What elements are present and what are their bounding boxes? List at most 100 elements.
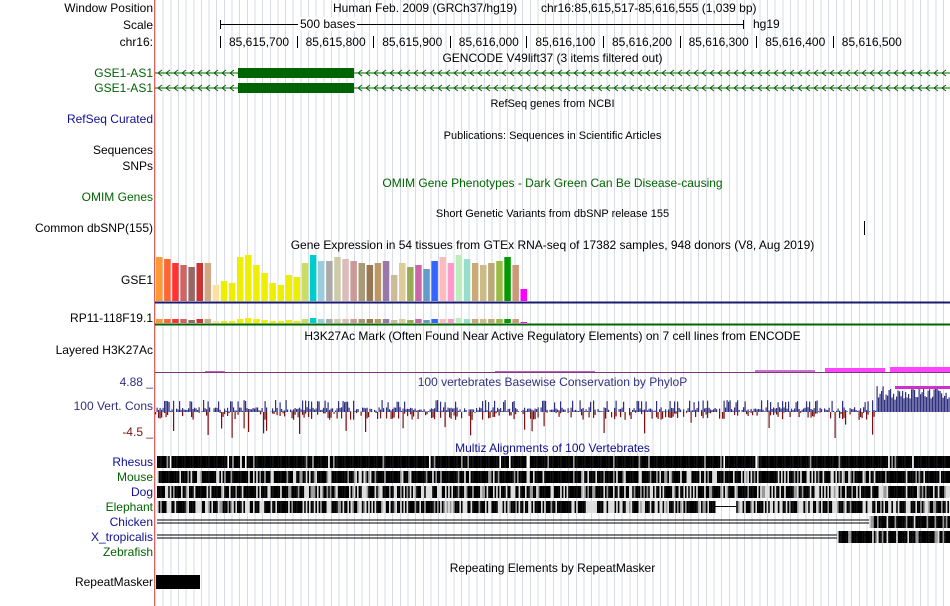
gtex-tissue-bar[interactable] (277, 285, 285, 301)
gtex-gene-label[interactable]: GSE1 (120, 273, 153, 287)
gtex-tissue-bar[interactable] (374, 263, 382, 301)
multiz-species-label[interactable]: Rhesus (112, 455, 153, 469)
gtex-tissue-bar[interactable] (204, 263, 212, 301)
gtex-tissue-bar[interactable] (439, 257, 447, 301)
gtex-tissue-bar[interactable] (245, 255, 252, 301)
publications-sequences-label[interactable]: Sequences (92, 143, 153, 157)
gtex-tissue-bar[interactable] (212, 285, 220, 301)
gtex-tissue-bar[interactable] (261, 273, 268, 301)
dbsnp-variant-mark[interactable] (864, 221, 865, 235)
gtex-tissue-bar[interactable] (334, 257, 341, 301)
gtex-tissue-bar[interactable] (293, 277, 301, 301)
gtex-tissue-bar[interactable] (228, 321, 236, 323)
gtex-tissue-bar[interactable] (285, 320, 293, 323)
multiz-species-row[interactable] (157, 501, 950, 513)
repeatmasker-label[interactable]: RepeatMasker (74, 575, 153, 589)
gtex-tissue-bar[interactable] (431, 319, 438, 323)
multiz-species-label[interactable]: X_tropicalis (90, 530, 153, 544)
gtex-tissue-bar[interactable] (512, 319, 519, 323)
conservation-label[interactable]: 100 Vert. Cons (73, 399, 153, 413)
gtex-tissue-bar[interactable] (488, 319, 495, 323)
gtex-tissue-bar[interactable] (390, 320, 398, 323)
gtex-tissue-bar[interactable] (471, 263, 479, 301)
gtex-tissue-bar[interactable] (212, 321, 220, 323)
gtex-tissue-bar[interactable] (326, 261, 333, 301)
gtex-tissue-bar[interactable] (463, 319, 471, 323)
multiz-species-row[interactable] (157, 531, 950, 543)
gtex-tissue-bar[interactable] (253, 265, 260, 301)
gtex-tissue-bar[interactable] (172, 319, 179, 323)
gtex-tissue-bar[interactable] (309, 318, 317, 323)
gtex-title[interactable]: Gene Expression in 54 tissues from GTEx … (290, 238, 815, 252)
gtex-tissue-bar[interactable] (220, 281, 228, 301)
gtex-tissue-bar[interactable] (496, 261, 503, 301)
multiz-species-label[interactable]: Mouse (116, 470, 153, 484)
gtex-tissue-bar[interactable] (196, 263, 204, 301)
gtex-tissue-bar[interactable] (180, 265, 187, 301)
gtex-tissue-bar[interactable] (407, 267, 414, 301)
gtex-tissue-bar[interactable] (293, 321, 301, 323)
gtex-tissue-bar[interactable] (318, 261, 325, 301)
gtex-expression-bars[interactable] (155, 252, 950, 328)
position-text[interactable]: chr16:85,615,517-85,616,555 (1,039 bp) (541, 1, 757, 15)
gtex-tissue-bar[interactable] (455, 318, 463, 323)
gtex-tissue-bar[interactable] (277, 321, 285, 323)
h3k27ac-title[interactable]: H3K27Ac Mark (Often Found Near Active Re… (304, 329, 801, 343)
gtex-tissue-bar[interactable] (164, 259, 171, 301)
dbsnp-label[interactable]: Common dbSNP(155) (34, 221, 153, 235)
gtex-tissue-bar[interactable] (350, 261, 357, 301)
multiz-species-label[interactable]: Zebrafish (102, 545, 153, 559)
gtex-tissue-bar[interactable] (366, 265, 374, 301)
multiz-species-label[interactable]: Elephant (105, 500, 153, 514)
gtex-tissue-bar[interactable] (358, 319, 366, 323)
gencode-item-label[interactable]: GSE1-AS1 (94, 81, 153, 95)
gtex-tissue-bar[interactable] (237, 257, 244, 301)
gtex-tissue-bar[interactable] (496, 319, 503, 323)
gencode-gene-models[interactable] (155, 64, 950, 96)
conservation-wiggle[interactable] (155, 386, 950, 442)
gtex-tissue-bar[interactable] (447, 319, 455, 323)
gtex-tissue-bar[interactable] (309, 255, 317, 301)
conservation-title[interactable]: 100 vertebrates Basewise Conservation by… (417, 375, 688, 389)
gtex-tissue-bar[interactable] (358, 263, 366, 301)
gtex-tissue-bar[interactable] (512, 265, 519, 301)
multiz-species-label[interactable]: Dog (130, 485, 153, 499)
gtex-tissue-bar[interactable] (342, 319, 349, 323)
repeat-element[interactable] (156, 575, 200, 589)
gtex-tissue-bar[interactable] (399, 319, 406, 323)
gtex-tissue-bar[interactable] (382, 319, 390, 323)
gtex-tissue-bar[interactable] (415, 319, 422, 323)
multiz-species-row[interactable] (157, 516, 950, 528)
h3k27ac-signal[interactable] (155, 362, 950, 376)
publications-snps-label[interactable]: SNPs (122, 159, 153, 173)
gtex-tissue-bar[interactable] (504, 319, 511, 323)
gtex-tissue-bar[interactable] (334, 319, 341, 323)
gtex-tissue-bar[interactable] (164, 319, 171, 323)
gtex-tissue-bar[interactable] (390, 275, 398, 301)
gtex-tissue-bar[interactable] (245, 318, 252, 323)
omim-label[interactable]: OMIM Genes (81, 190, 153, 204)
multiz-species-label[interactable]: Chicken (109, 515, 153, 529)
gtex-tissue-bar[interactable] (399, 263, 406, 301)
gtex-tissue-bar[interactable] (269, 283, 276, 301)
gtex-tissue-bar[interactable] (520, 322, 528, 323)
gtex-tissue-bar[interactable] (455, 255, 463, 301)
gencode-title[interactable]: GENCODE V49lift37 (3 items filtered out) (442, 51, 663, 65)
gtex-tissue-bar[interactable] (423, 269, 430, 301)
gencode-item-label[interactable]: GSE1-AS1 (94, 66, 153, 80)
assembly-text[interactable]: Human Feb. 2009 (GRCh37/hg19) (333, 1, 518, 15)
gtex-tissue-bar[interactable] (204, 319, 212, 323)
gtex-tissue-bar[interactable] (253, 319, 260, 323)
gtex-tissue-bar[interactable] (156, 257, 163, 301)
gencode-transcript[interactable] (155, 83, 950, 93)
gtex-gene-label[interactable]: RP11-118F19.1 (70, 311, 153, 325)
gtex-tissue-bar[interactable] (342, 259, 349, 301)
gtex-tissue-bar[interactable] (188, 320, 195, 323)
gtex-tissue-bar[interactable] (196, 319, 204, 323)
gtex-tissue-bar[interactable] (350, 319, 357, 323)
gtex-tissue-bar[interactable] (471, 319, 479, 323)
gtex-tissue-bar[interactable] (366, 319, 374, 323)
gtex-tissue-bar[interactable] (431, 261, 438, 301)
multiz-species-row[interactable] (157, 456, 950, 468)
gtex-tissue-bar[interactable] (374, 319, 382, 323)
